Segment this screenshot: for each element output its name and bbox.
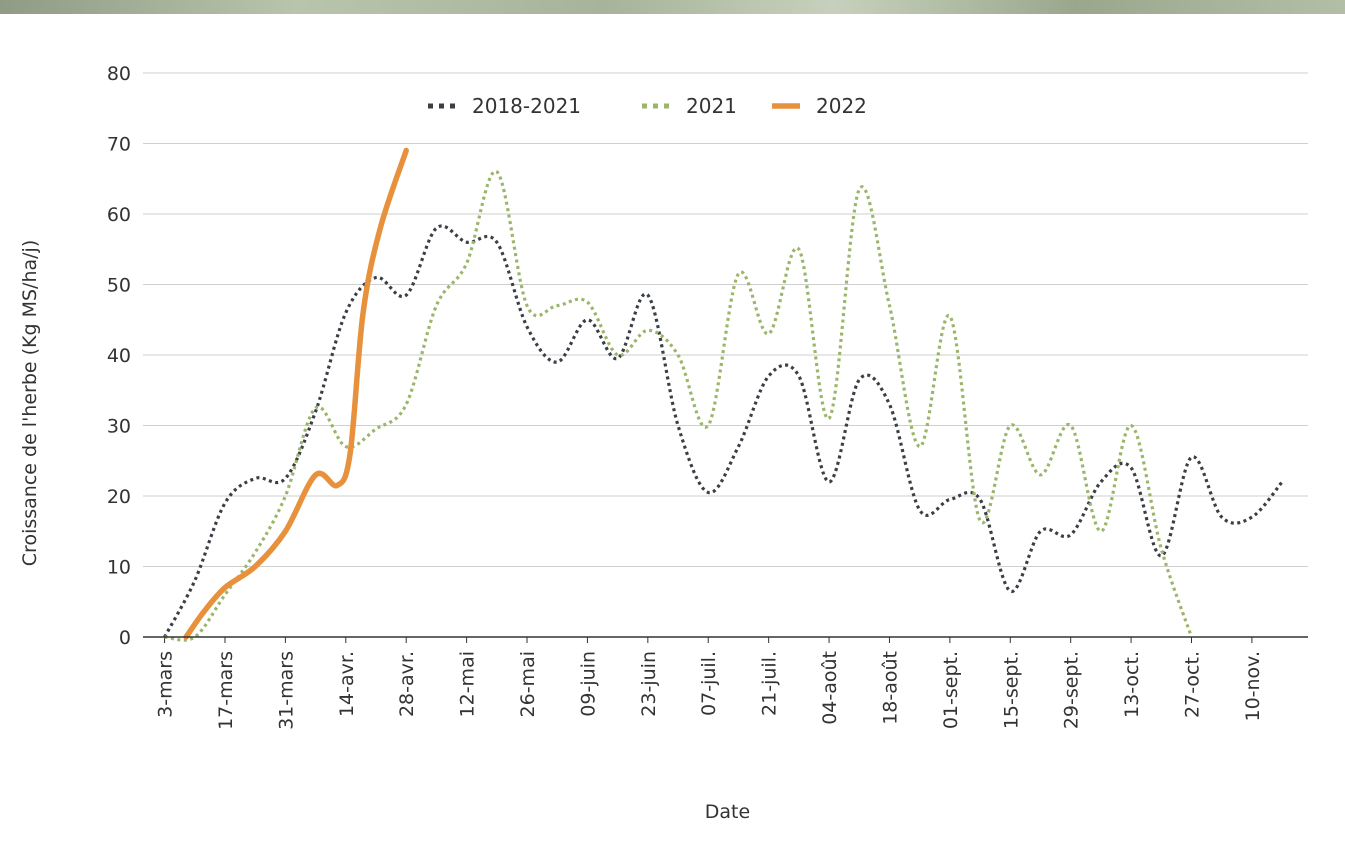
x-tick-label: 27-oct. xyxy=(1182,651,1204,718)
x-tick-label: 3-mars xyxy=(155,651,177,718)
x-tick-label: 18-août xyxy=(879,651,901,725)
x-tick-label: 23-juin xyxy=(638,651,660,717)
x-tick-label: 14-avr. xyxy=(336,651,358,717)
x-tick-label: 10-nov. xyxy=(1242,651,1264,722)
y-tick-label: 80 xyxy=(107,63,131,85)
legend-label: 2018-2021 xyxy=(472,94,581,118)
series-line-2022 xyxy=(183,147,409,640)
y-tick-label: 20 xyxy=(107,486,131,508)
x-axis-ticks: 3-mars 17-mars 31-mars 14-avr. 28-avr. 12-mai… xyxy=(155,637,1264,730)
legend: 2018-2021 2021 2022 xyxy=(428,94,867,118)
y-tick-label: 0 xyxy=(119,627,131,649)
legend-label: 2022 xyxy=(816,94,867,118)
x-tick-label: 26-mai xyxy=(517,651,539,717)
x-tick-label: 17-mars xyxy=(215,651,237,730)
x-tick-label: 04-août xyxy=(819,651,841,725)
y-tick-label: 60 xyxy=(107,204,131,226)
header-banner-strip xyxy=(0,0,1345,14)
grid-lines xyxy=(143,72,1308,567)
series-lines xyxy=(163,147,1284,642)
x-tick-label: 21-juil. xyxy=(759,651,781,716)
series-line-2021 xyxy=(164,170,1194,642)
y-tick-label: 30 xyxy=(107,416,131,438)
series-line-2018-2021 xyxy=(163,224,1284,638)
x-tick-label: 01-sept. xyxy=(940,651,962,729)
y-axis-ticks: 0 10 20 30 40 50 60 70 80 xyxy=(107,63,131,649)
legend-label: 2021 xyxy=(686,94,737,118)
y-tick-label: 10 xyxy=(107,557,131,579)
x-tick-label: 28-avr. xyxy=(396,651,418,717)
x-tick-label: 31-mars xyxy=(275,651,297,730)
y-axis-title: Croissance de l'herbe (Kg MS/ha/j) xyxy=(19,240,41,566)
y-tick-label: 40 xyxy=(107,345,131,367)
y-tick-label: 70 xyxy=(107,134,131,156)
x-tick-label: 13-oct. xyxy=(1121,651,1143,718)
x-tick-label: 07-juil. xyxy=(698,651,720,716)
x-tick-label: 09-juin xyxy=(577,651,599,717)
y-tick-label: 50 xyxy=(107,275,131,297)
x-tick-label: 29-sept. xyxy=(1061,651,1083,729)
x-tick-label: 15-sept. xyxy=(1000,651,1022,729)
x-tick-label: 12-mai xyxy=(457,651,479,717)
x-axis-title: Date xyxy=(705,801,750,823)
